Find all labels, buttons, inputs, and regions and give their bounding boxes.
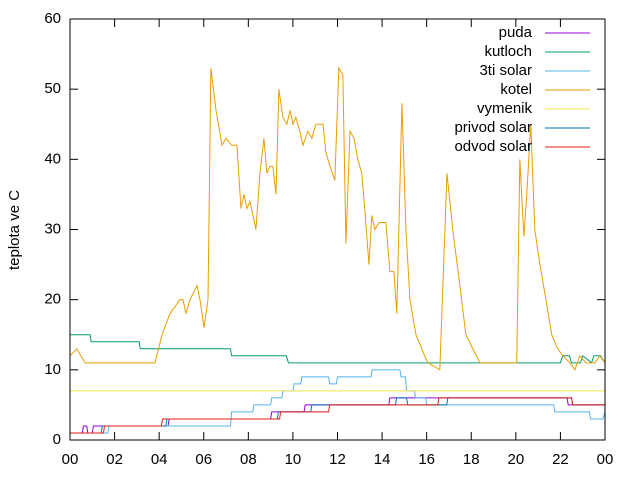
x-tick-label: 00 [62,451,79,468]
series-line [70,397,605,434]
y-axis-label: teplota ve C [6,190,23,270]
y-tick-label: 60 [44,10,61,27]
x-tick-label: 22 [552,451,569,468]
x-tick-label: 18 [463,451,480,468]
legend-label: puda [499,24,533,41]
y-tick-label: 0 [53,431,61,448]
legend-label: 3ti solar [479,62,532,79]
legend-label: vymenik [477,100,533,117]
x-tick-label: 00 [597,451,614,468]
y-tick-label: 40 [44,150,61,167]
series-line [70,334,606,364]
legend-label: kotel [500,81,532,98]
legend-label: privod solar [454,119,532,136]
y-tick-label: 50 [44,80,61,97]
x-tick-label: 08 [240,451,257,468]
y-tick-label: 10 [44,361,61,378]
legend-label: kutloch [484,43,532,60]
x-tick-label: 20 [507,451,524,468]
x-tick-label: 16 [418,451,435,468]
x-tick-label: 04 [151,451,168,468]
x-tick-label: 14 [374,451,391,468]
series-line [69,66,606,371]
series-line [70,397,605,434]
y-tick-label: 30 [44,220,61,237]
x-tick-label: 10 [285,451,302,468]
legend-label: odvod solar [454,138,532,155]
plot-frame [69,18,606,441]
y-tick-label: 20 [44,291,61,308]
x-tick-label: 12 [329,451,346,468]
x-tick-label: 02 [106,451,123,468]
series-line [70,369,606,434]
series-line [70,397,605,434]
x-tick-label: 06 [195,451,212,468]
